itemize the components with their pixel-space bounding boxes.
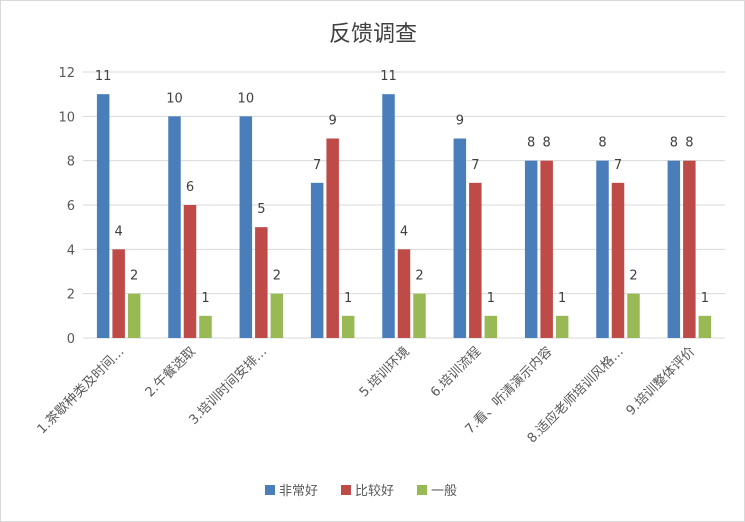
data-label: 11 [95,69,112,84]
bar [469,182,482,338]
chart-title: 反馈调查 [329,22,417,47]
bar [667,160,681,338]
bar [397,249,411,338]
bar [199,315,212,338]
legend-label: 一般 [431,483,457,499]
data-label: 6 [186,180,194,195]
data-label: 1 [487,291,495,306]
bar [627,293,640,338]
data-label: 2 [629,269,637,284]
data-label: 2 [415,269,423,284]
data-label: 8 [685,136,693,151]
bar [453,138,467,338]
legend-label: 非常好 [279,484,318,499]
bar [540,160,553,338]
category-label: 9.培训整体评价 [623,344,698,419]
category-label: 1.茶歇种类及时间… [34,344,128,438]
data-label: 9 [329,114,337,129]
bar [239,116,253,338]
legend-label: 比较好 [355,484,394,499]
bar [596,160,609,338]
data-label: 9 [456,114,464,129]
data-label: 7 [313,158,321,173]
bar [484,315,498,338]
legend-swatch [265,485,275,495]
bar [524,160,538,338]
data-label: 1 [558,291,566,306]
data-label: 1 [201,291,209,306]
bar [698,315,712,338]
data-label: 2 [273,269,281,284]
y-tick-label: 0 [67,332,75,347]
y-tick-label: 8 [67,155,75,170]
legend-swatch [417,485,427,495]
data-label: 10 [166,91,183,106]
bar [255,227,268,338]
legend: 非常好 比较好 一般 [265,483,457,499]
y-axis-ticks: 0 2 4 6 8 10 12 [58,66,75,347]
data-label: 11 [380,69,397,84]
bar [326,138,339,338]
data-label: 10 [238,91,255,106]
y-tick-label: 6 [67,199,75,214]
data-label: 8 [527,136,535,151]
data-label: 4 [400,224,408,239]
bar [382,94,395,339]
bar [270,293,284,338]
category-label: 2.午餐选取 [142,344,199,401]
bar [683,160,696,338]
y-tick-label: 4 [67,243,75,258]
data-label: 4 [115,224,123,239]
bar [611,182,625,338]
bar [341,315,355,338]
category-label: 3.培训时间安排… [186,344,270,428]
data-label: 1 [701,291,709,306]
y-tick-label: 10 [58,110,75,125]
data-label: 1 [344,291,352,306]
category-label: 5.培训环境 [356,344,413,401]
data-label: 2 [130,269,138,284]
bar [96,94,110,339]
bar [112,249,125,338]
data-label: 7 [471,158,479,173]
data-label: 7 [614,158,622,173]
bars [96,94,712,339]
data-label: 8 [543,136,551,151]
bar [555,315,569,338]
legend-swatch [341,485,351,495]
bar [413,293,426,338]
bar [310,182,324,338]
bar [168,116,181,338]
bar [183,205,197,338]
bar [127,293,141,338]
y-tick-label: 2 [67,288,75,303]
category-label: 6.培训流程 [427,344,484,401]
y-tick-label: 12 [58,66,75,81]
data-label: 5 [257,202,265,217]
data-label: 8 [598,136,606,151]
data-label: 8 [670,136,678,151]
